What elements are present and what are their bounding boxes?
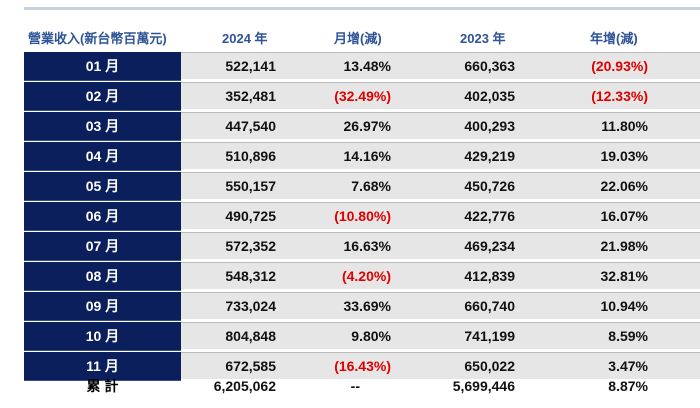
data-cells: 522,141 13.48% 660,363 (20.93%)	[181, 52, 700, 81]
value-2024: 672,585	[225, 358, 276, 374]
data-cells: 490,725 (10.80%) 422,776 16.07%	[181, 202, 700, 231]
data-cells: 352,481 (32.49%) 402,035 (12.33%)	[181, 82, 700, 111]
value-2024: 447,540	[225, 118, 276, 134]
total-row: 累 計 6,205,062 -- 5,699,446 8.87%	[24, 372, 700, 400]
month-cell: 11 月	[24, 352, 181, 381]
total-2023: 5,699,446	[452, 378, 515, 394]
month-cell: 10 月	[24, 322, 181, 351]
table-row: 02 月 352,481 (32.49%) 402,035 (12.33%)	[24, 82, 700, 112]
yoy-change: 3.47%	[608, 358, 648, 374]
month-cell: 03 月	[24, 112, 181, 141]
value-2023: 741,199	[464, 328, 515, 344]
total-mom: --	[350, 378, 360, 394]
table-row: 06 月 490,725 (10.80%) 422,776 16.07%	[24, 202, 700, 232]
value-2023: 450,726	[464, 178, 515, 194]
data-cells: 447,540 26.97% 400,293 11.80%	[181, 112, 700, 141]
yoy-change: 11.80%	[601, 118, 648, 134]
header-2023: 2023 年	[460, 30, 506, 46]
header-label: 營業收入(新台幣百萬元)	[28, 30, 167, 46]
value-2024: 572,352	[225, 238, 276, 254]
month-cell: 04 月	[24, 142, 181, 171]
data-cells: 548,312 (4.20%) 412,839 32.81%	[181, 262, 700, 291]
value-2023: 402,035	[464, 88, 515, 104]
month-cell: 07 月	[24, 232, 181, 261]
value-2024: 733,024	[225, 298, 276, 314]
header-mom: 月增(減)	[334, 30, 382, 46]
value-2024: 550,157	[225, 178, 276, 194]
header-yoy: 年增(減)	[590, 30, 638, 46]
mom-change: (16.43%)	[334, 358, 391, 374]
month-cell: 09 月	[24, 292, 181, 321]
data-cells: 572,352 16.63% 469,234 21.98%	[181, 232, 700, 261]
data-cells: 510,896 14.16% 429,219 19.03%	[181, 142, 700, 171]
yoy-change: 19.03%	[600, 148, 648, 164]
value-2024: 548,312	[225, 268, 276, 284]
yoy-change: 8.59%	[608, 328, 648, 344]
value-2023: 429,219	[464, 148, 515, 164]
data-cells: 804,848 9.80% 741,199 8.59%	[181, 322, 700, 351]
value-2024: 510,896	[225, 148, 276, 164]
value-2024: 352,481	[225, 88, 276, 104]
table-row: 11 月 672,585 (16.43%) 650,022 3.47%	[24, 352, 700, 382]
value-2023: 660,740	[464, 298, 515, 314]
mom-change: 9.80%	[351, 328, 391, 344]
mom-change: 16.63%	[343, 238, 391, 254]
data-cells: 672,585 (16.43%) 650,022 3.47%	[181, 352, 700, 381]
table-row: 10 月 804,848 9.80% 741,199 8.59%	[24, 322, 700, 352]
yoy-change: (12.33%)	[591, 88, 648, 104]
month-cell: 08 月	[24, 262, 181, 291]
data-cells: 733,024 33.69% 660,740 10.94%	[181, 292, 700, 321]
total-yoy: 8.87%	[608, 378, 648, 394]
yoy-change: 10.94%	[600, 298, 648, 314]
value-2024: 804,848	[225, 328, 276, 344]
table-row: 07 月 572,352 16.63% 469,234 21.98%	[24, 232, 700, 262]
mom-change: 13.48%	[343, 58, 391, 74]
value-2023: 422,776	[464, 208, 515, 224]
mom-change: (10.80%)	[334, 208, 391, 224]
revenue-table: 01 月 522,141 13.48% 660,363 (20.93%) 02 …	[24, 52, 700, 382]
table-row: 01 月 522,141 13.48% 660,363 (20.93%)	[24, 52, 700, 82]
month-cell: 05 月	[24, 172, 181, 201]
table-row: 03 月 447,540 26.97% 400,293 11.80%	[24, 112, 700, 142]
data-cells: 550,157 7.68% 450,726 22.06%	[181, 172, 700, 201]
yoy-change: 21.98%	[600, 238, 648, 254]
month-cell: 06 月	[24, 202, 181, 231]
table-row: 04 月 510,896 14.16% 429,219 19.03%	[24, 142, 700, 172]
yoy-change: 16.07%	[600, 208, 648, 224]
table-row: 08 月 548,312 (4.20%) 412,839 32.81%	[24, 262, 700, 292]
yoy-change: 32.81%	[600, 268, 648, 284]
month-cell: 02 月	[24, 82, 181, 111]
yoy-change: (20.93%)	[591, 58, 648, 74]
value-2023: 660,363	[464, 58, 515, 74]
table-row: 05 月 550,157 7.68% 450,726 22.06%	[24, 172, 700, 202]
value-2023: 650,022	[464, 358, 515, 374]
total-2024: 6,205,062	[213, 378, 276, 394]
value-2024: 490,725	[225, 208, 276, 224]
month-cell: 01 月	[24, 52, 181, 81]
top-divider	[24, 7, 700, 10]
value-2023: 412,839	[464, 268, 515, 284]
mom-change: 7.68%	[351, 178, 391, 194]
mom-change: (32.49%)	[334, 88, 391, 104]
table-row: 09 月 733,024 33.69% 660,740 10.94%	[24, 292, 700, 322]
mom-change: 26.97%	[343, 118, 391, 134]
mom-change: (4.20%)	[341, 268, 391, 284]
value-2023: 400,293	[464, 118, 515, 134]
mom-change: 33.69%	[343, 298, 391, 314]
mom-change: 14.16%	[343, 148, 391, 164]
value-2024: 522,141	[225, 58, 276, 74]
value-2023: 469,234	[464, 238, 515, 254]
total-label: 累 計	[86, 378, 119, 394]
yoy-change: 22.06%	[600, 178, 648, 194]
header-2024: 2024 年	[222, 30, 268, 46]
